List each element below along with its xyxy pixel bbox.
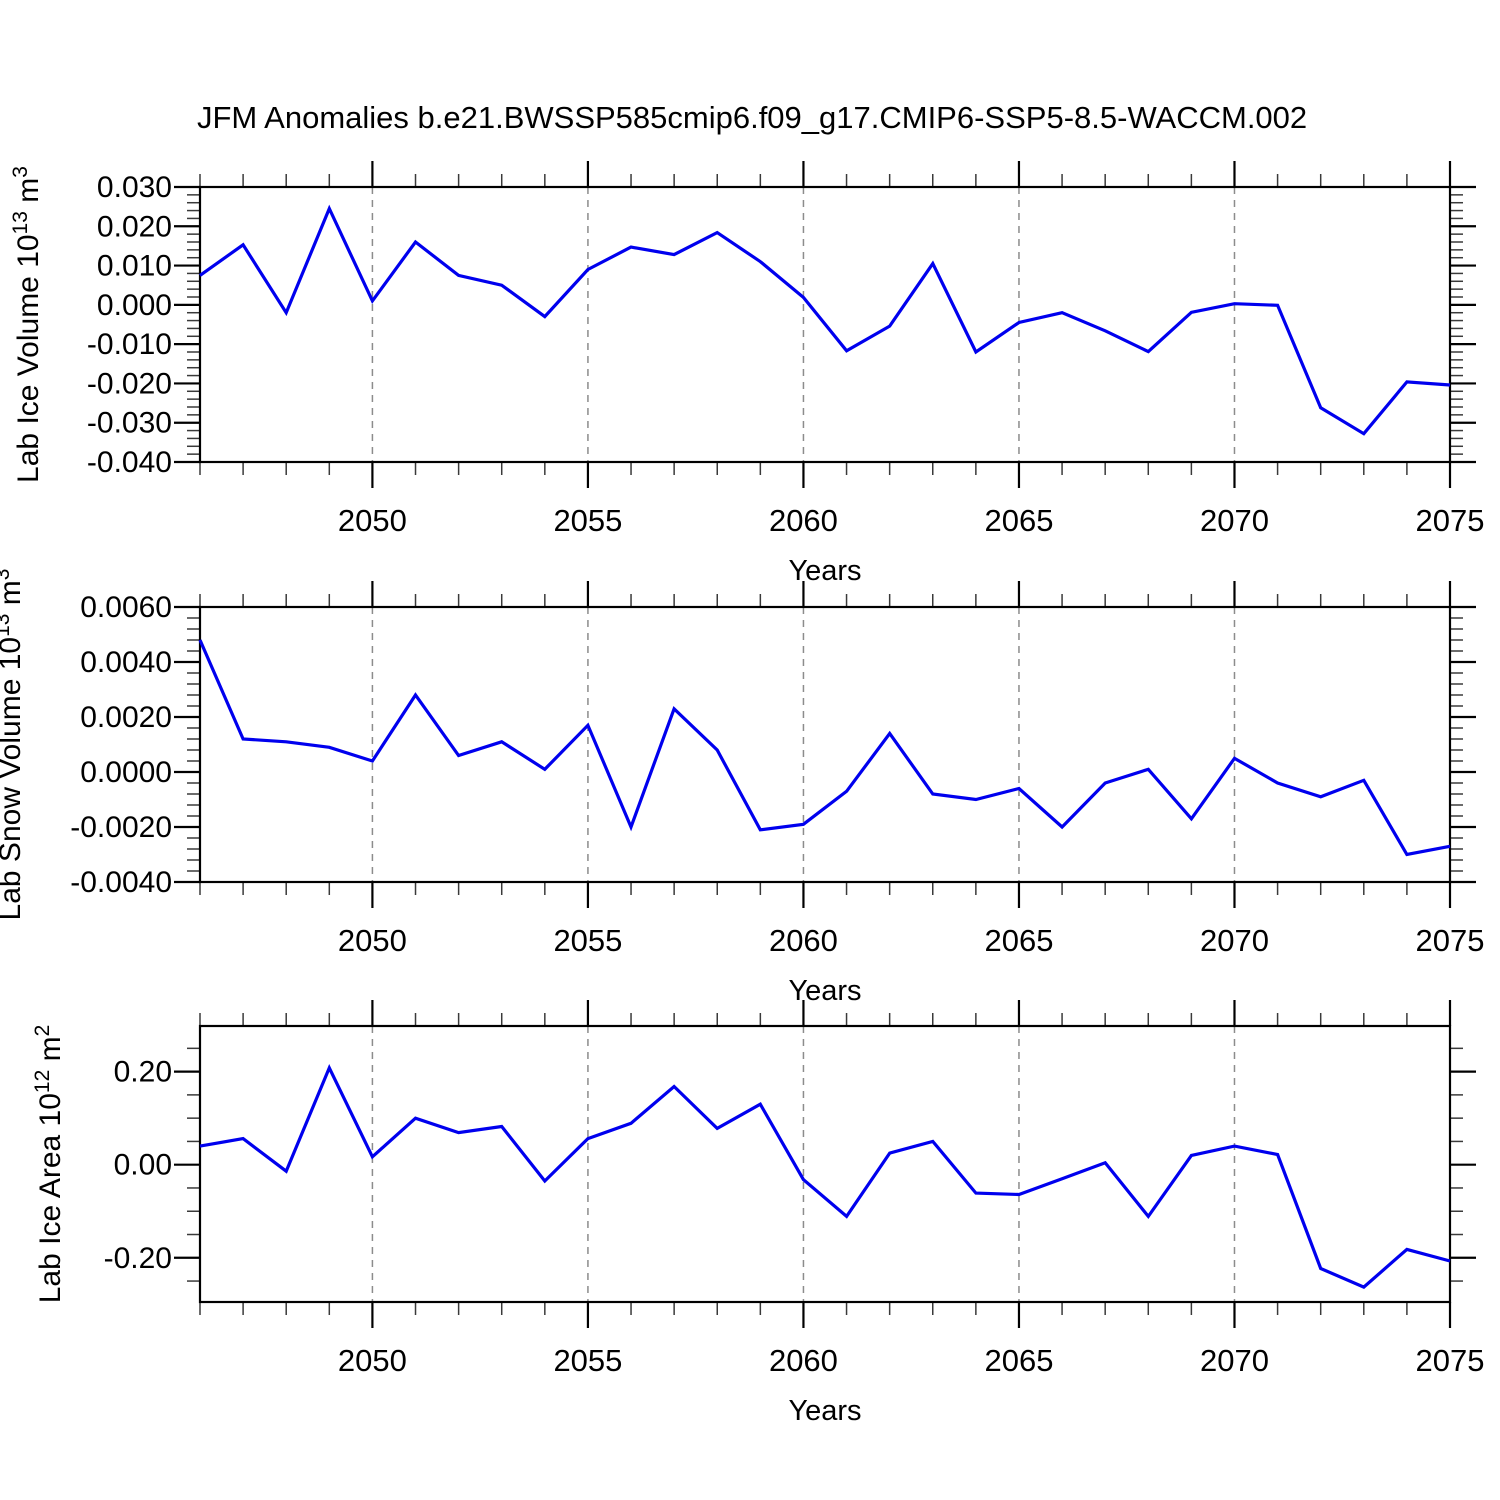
y-tick-label: -0.20 [104, 1242, 172, 1275]
series-line-lab-ice-area [199, 1064, 1451, 1289]
y-tick-label: -0.0020 [70, 811, 172, 844]
plot-frame [198, 1024, 1452, 1304]
plot-frame [198, 185, 1452, 464]
x-tick-label: 2070 [1200, 1343, 1269, 1378]
x-axis-title: Years [788, 975, 861, 1007]
x-tick-label: 2060 [769, 503, 838, 538]
x-tick-label: 2065 [984, 1343, 1053, 1378]
y-tick-label: -0.030 [87, 407, 172, 440]
y-tick-label: 0.20 [114, 1056, 172, 1089]
x-tick-label: 2065 [984, 503, 1053, 538]
x-tick-label: 2055 [553, 923, 622, 958]
y-tick-label: 0.020 [97, 210, 172, 243]
y-tick-label: -0.0040 [70, 866, 172, 899]
y-tick-label: 0.0020 [80, 701, 172, 734]
y-tick-label: 0.0060 [80, 591, 172, 624]
y-tick-label: -0.010 [87, 328, 172, 361]
x-tick-label: 2050 [338, 503, 407, 538]
y-axis-title-lab-ice-volume: Lab Ice Volume 1013 m3 [9, 166, 45, 483]
x-tick-label: 2050 [338, 923, 407, 958]
y-tick-label: 0.010 [97, 250, 172, 283]
y-tick-label: 0.030 [97, 171, 172, 204]
y-tick-label: 0.0000 [80, 756, 172, 789]
y-axis-title-lab-snow-volume: Lab Snow Volume 1013 m3 [0, 569, 27, 921]
x-tick-label: 2055 [553, 503, 622, 538]
y-axis-title-lab-ice-area: Lab Ice Area 1012 m2 [31, 1025, 67, 1304]
series-line-lab-snow-volume [198, 639, 1451, 857]
x-tick-label: 2075 [1416, 503, 1485, 538]
x-axis-title: Years [788, 555, 861, 587]
panel-lab-snow-volume: 0.0060 0.0040 0.0020 0.0000 -0.0020 -0.0040 20… [0, 569, 1484, 1007]
x-tick-label: 2055 [553, 1343, 622, 1378]
x-tick-label: 2060 [769, 923, 838, 958]
x-tick-label: 2060 [769, 1343, 838, 1378]
panel-lab-ice-area: 0.20 0.00 -0.20 2050 2055 2060 2065 2070 2075 Yea… [31, 1000, 1484, 1427]
y-tick-label: 0.000 [97, 289, 172, 322]
y-tick-label: 0.0040 [80, 646, 172, 679]
x-tick-label: 2075 [1416, 923, 1485, 958]
figure-title: JFM Anomalies b.e21.BWSSP585cmip6.f09_g1… [197, 100, 1308, 135]
y-tick-label: -0.020 [87, 367, 172, 400]
plot-frame [198, 605, 1452, 884]
y-tick-label: 0.00 [114, 1149, 172, 1182]
panel-lab-ice-volume: 0.030 0.020 0.010 0.000 -0.010 -0.020 -0.030 -0… [9, 161, 1484, 587]
x-tick-label: 2070 [1200, 503, 1269, 538]
x-tick-label: 2075 [1416, 1343, 1485, 1378]
x-tick-label: 2065 [984, 923, 1053, 958]
x-tick-label: 2070 [1200, 923, 1269, 958]
series-line-lab-ice-volume [199, 204, 1451, 436]
y-tick-label: -0.040 [87, 446, 172, 479]
x-axis-title: Years [788, 1395, 861, 1427]
x-tick-label: 2050 [338, 1343, 407, 1378]
